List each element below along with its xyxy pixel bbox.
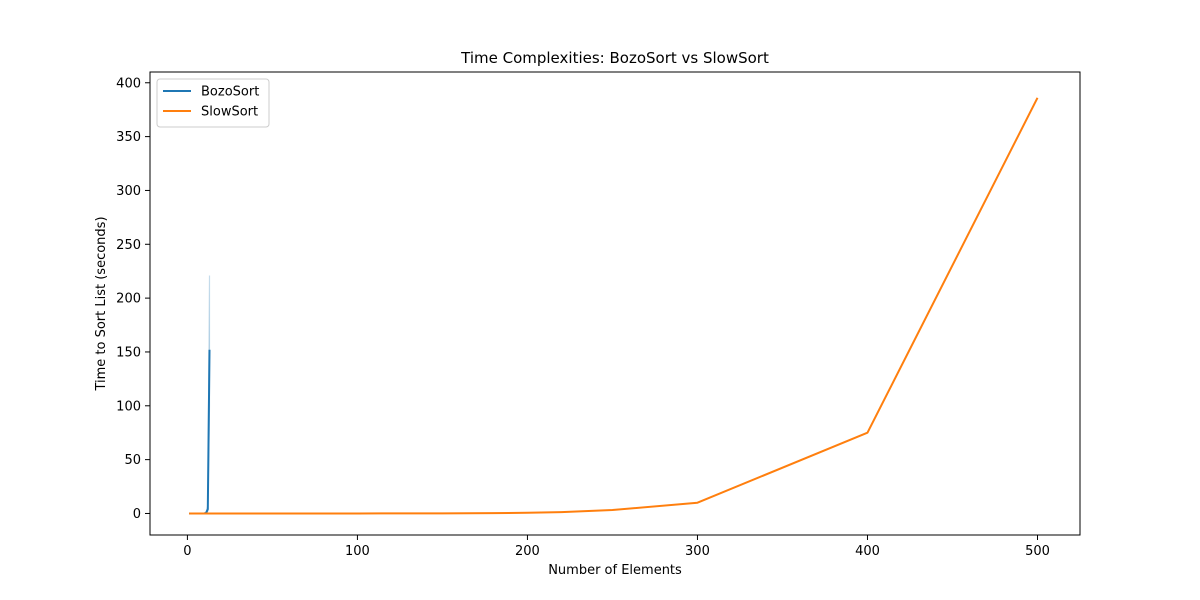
y-tick-label: 200 — [116, 292, 141, 307]
y-axis: 0 50 100 150 200 250 300 350 400 — [116, 76, 150, 522]
legend: BozoSort SlowSort — [156, 78, 270, 128]
x-axis: 0 100 200 300 400 500 — [183, 535, 1050, 559]
x-tick-label: 500 — [1025, 544, 1050, 559]
y-tick-label: 0 — [133, 507, 141, 522]
series-line-slowsort — [189, 97, 1039, 515]
y-tick-label: 300 — [116, 184, 141, 199]
y-tick-label: 350 — [116, 130, 141, 145]
chart-title: Time Complexities: BozoSort vs SlowSort — [460, 49, 769, 67]
x-tick-label: 0 — [183, 544, 191, 559]
y-tick-label: 100 — [116, 399, 141, 414]
confidence-bands — [189, 275, 211, 515]
plot-frame — [149, 71, 1081, 536]
legend-label-bozosort: BozoSort — [201, 85, 259, 100]
y-tick-label: 250 — [116, 238, 141, 253]
y-tick-label: 50 — [124, 453, 141, 468]
y-tick-label: 400 — [116, 76, 141, 91]
x-tick-label: 400 — [855, 544, 880, 559]
series-line-bozosort — [189, 349, 211, 515]
x-tick-label: 200 — [515, 544, 540, 559]
series-band-bozosort — [189, 275, 211, 515]
x-tick-label: 100 — [345, 544, 370, 559]
y-axis-title: Time to Sort List (seconds) — [94, 216, 109, 391]
x-axis-title: Number of Elements — [548, 563, 682, 578]
y-tick-label: 150 — [116, 345, 141, 360]
x-tick-label: 300 — [685, 544, 710, 559]
legend-label-slowsort: SlowSort — [201, 105, 258, 120]
series-lines — [189, 97, 1039, 515]
